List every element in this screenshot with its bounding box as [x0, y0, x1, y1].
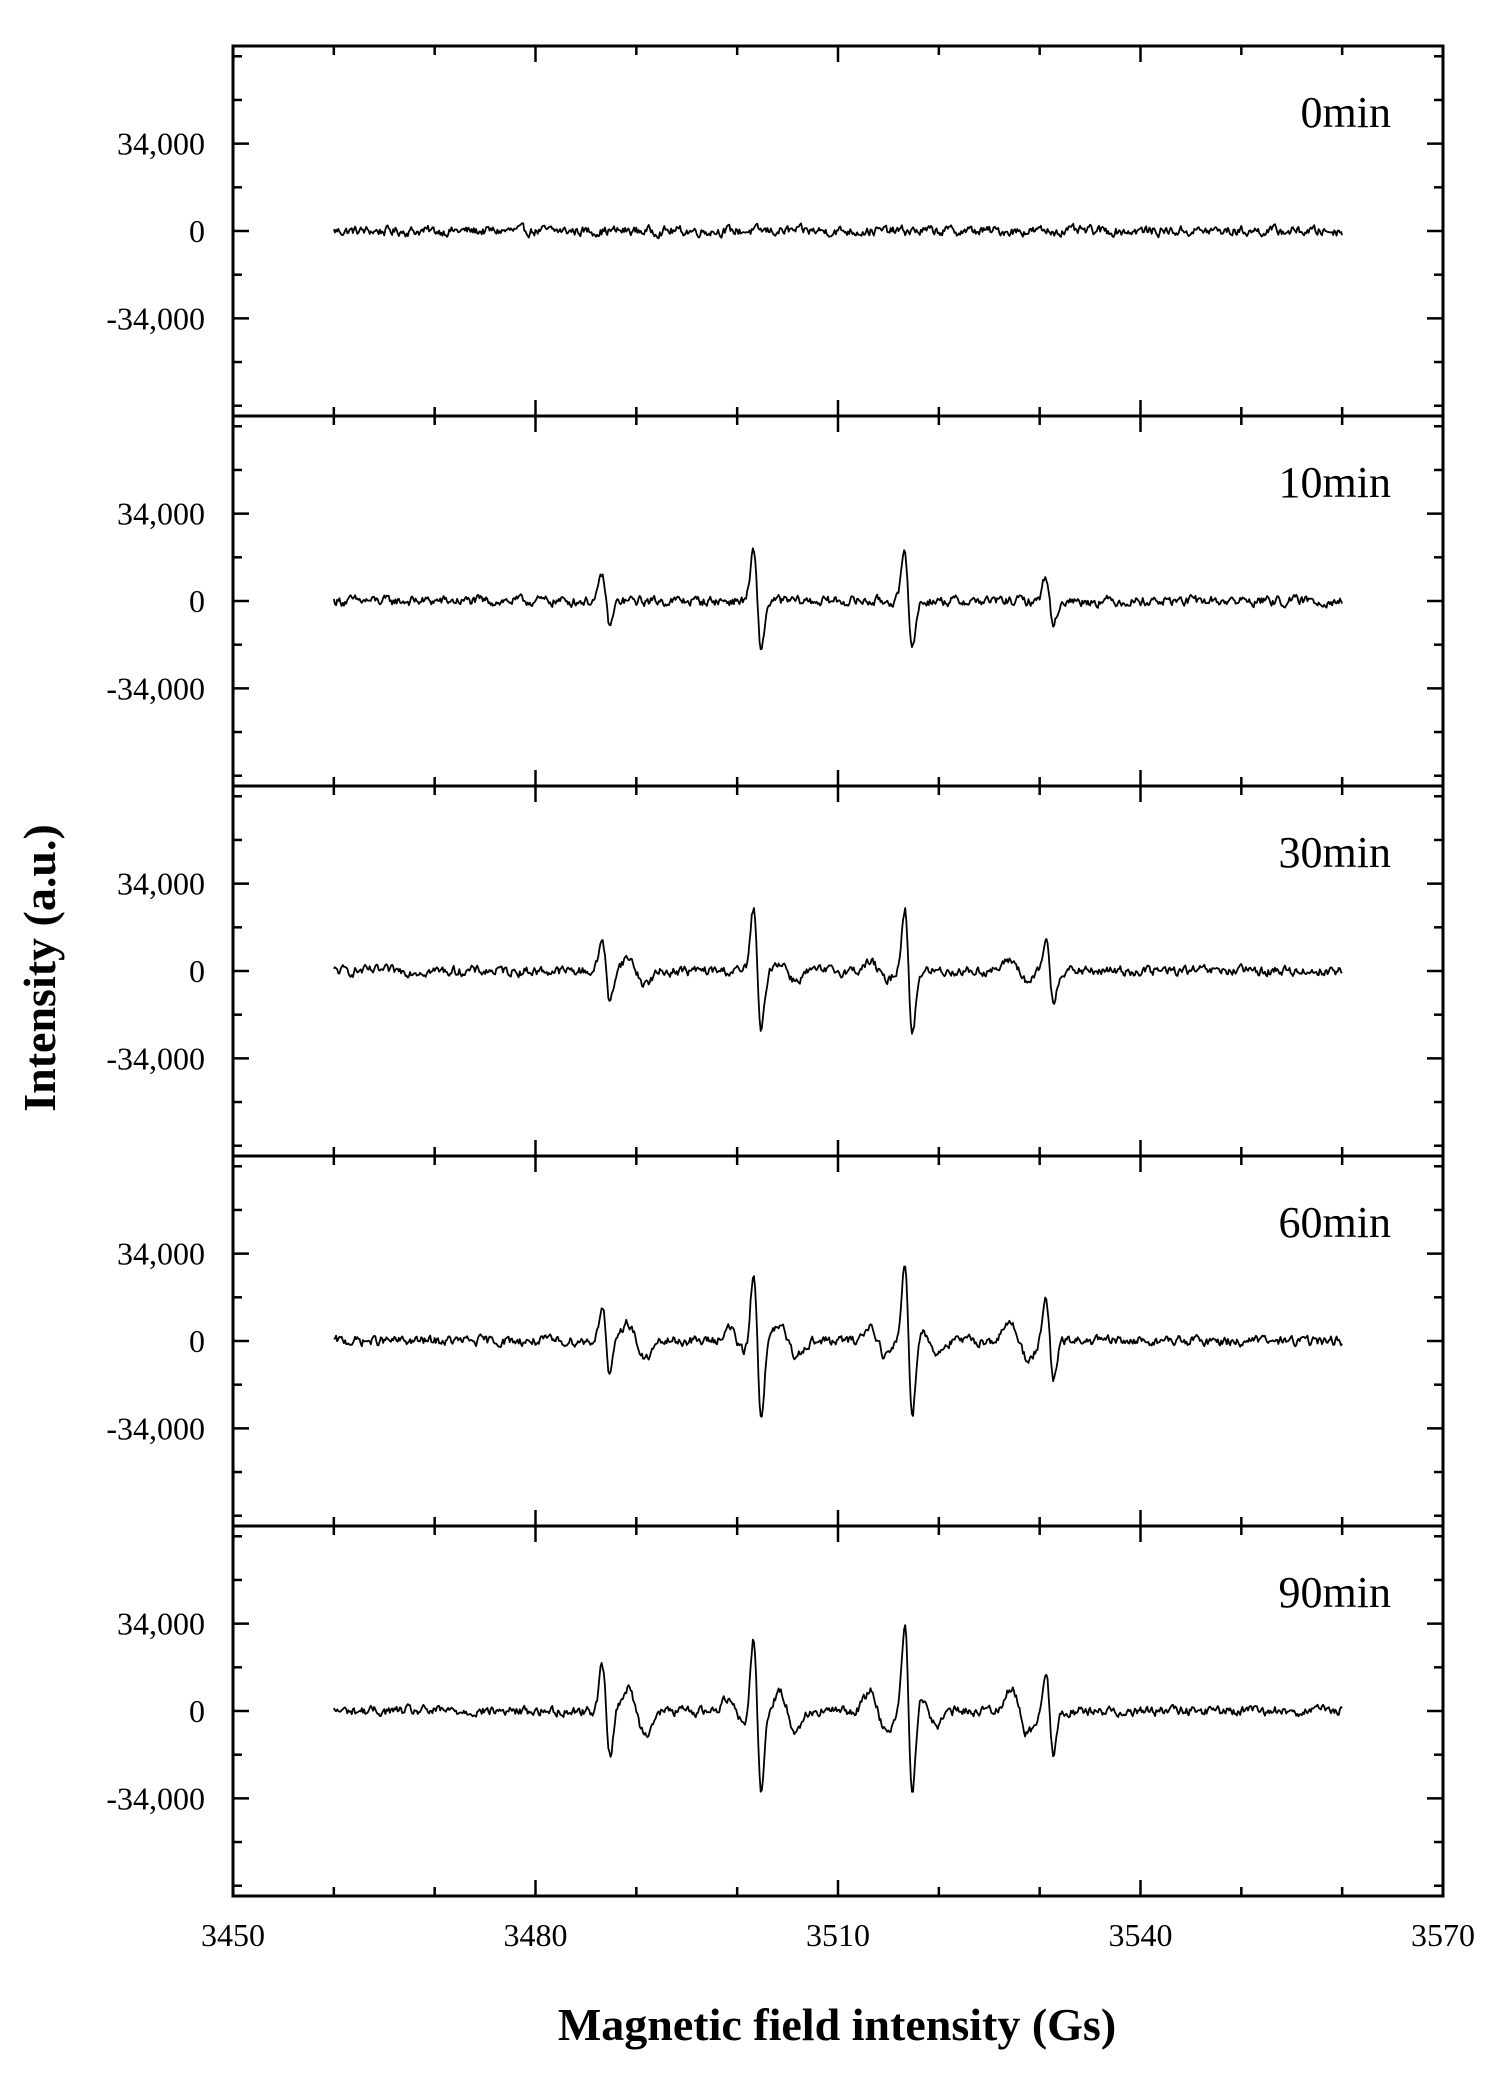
panel-0min: 34,000 0 -34,000 0min	[106, 44, 1445, 418]
panel-90min: 34,000 0 -34,000 90min	[106, 1524, 1445, 1898]
panel-label: 30min	[1279, 828, 1391, 877]
y-tick-label: 0	[189, 583, 205, 619]
x-tick-label: 3510	[806, 1917, 870, 1953]
y-tick-label: -34,000	[106, 1040, 205, 1076]
x-tick-label: 3570	[1411, 1917, 1475, 1953]
y-tick-label: 0	[189, 1693, 205, 1729]
panel-label: 60min	[1279, 1198, 1391, 1247]
panel-label: 10min	[1279, 458, 1391, 507]
panel-30min: 34,000 0 -34,000 30min	[106, 784, 1445, 1158]
y-tick-label: 0	[189, 953, 205, 989]
panel-10min: 34,000 0 -34,000 10min	[106, 414, 1445, 788]
panel-label: 0min	[1301, 88, 1391, 137]
spectrum-line-90min	[333, 1624, 1343, 1793]
y-tick-label: -34,000	[106, 1780, 205, 1816]
panels-group: 34,0000-34,0000min34,0000-34,00010min34,…	[106, 44, 1445, 1898]
y-tick-label: 34,000	[117, 1236, 205, 1272]
x-tick-label: 3540	[1109, 1917, 1173, 1953]
y-axis-title: Intensity (a.u.)	[14, 824, 65, 1112]
x-axis: 3450 3480 3510 3540 3570	[201, 1917, 1475, 1953]
y-tick-label: -34,000	[106, 300, 205, 336]
y-tick-label: 34,000	[117, 126, 205, 162]
panel-60min: 34,000 0 -34,000 60min	[106, 1154, 1445, 1528]
y-tick-label: 34,000	[117, 866, 205, 902]
y-tick-label: 0	[189, 1323, 205, 1359]
x-tick-label: 3480	[504, 1917, 568, 1953]
y-tick-label: 0	[189, 213, 205, 249]
spectrum-line-30min	[333, 907, 1343, 1035]
spectrum-line-60min	[333, 1265, 1343, 1418]
x-tick-label: 3450	[201, 1917, 265, 1953]
spectrum-line-10min	[332, 547, 1343, 651]
spectrum-line-0min	[332, 222, 1344, 240]
y-tick-label: 34,000	[117, 1606, 205, 1642]
y-tick-label: -34,000	[106, 1410, 205, 1446]
x-axis-title: Magnetic field intensity (Gs)	[558, 1999, 1116, 2050]
y-tick-label: 34,000	[117, 496, 205, 532]
panel-label: 90min	[1279, 1568, 1391, 1617]
y-tick-label: -34,000	[106, 670, 205, 706]
